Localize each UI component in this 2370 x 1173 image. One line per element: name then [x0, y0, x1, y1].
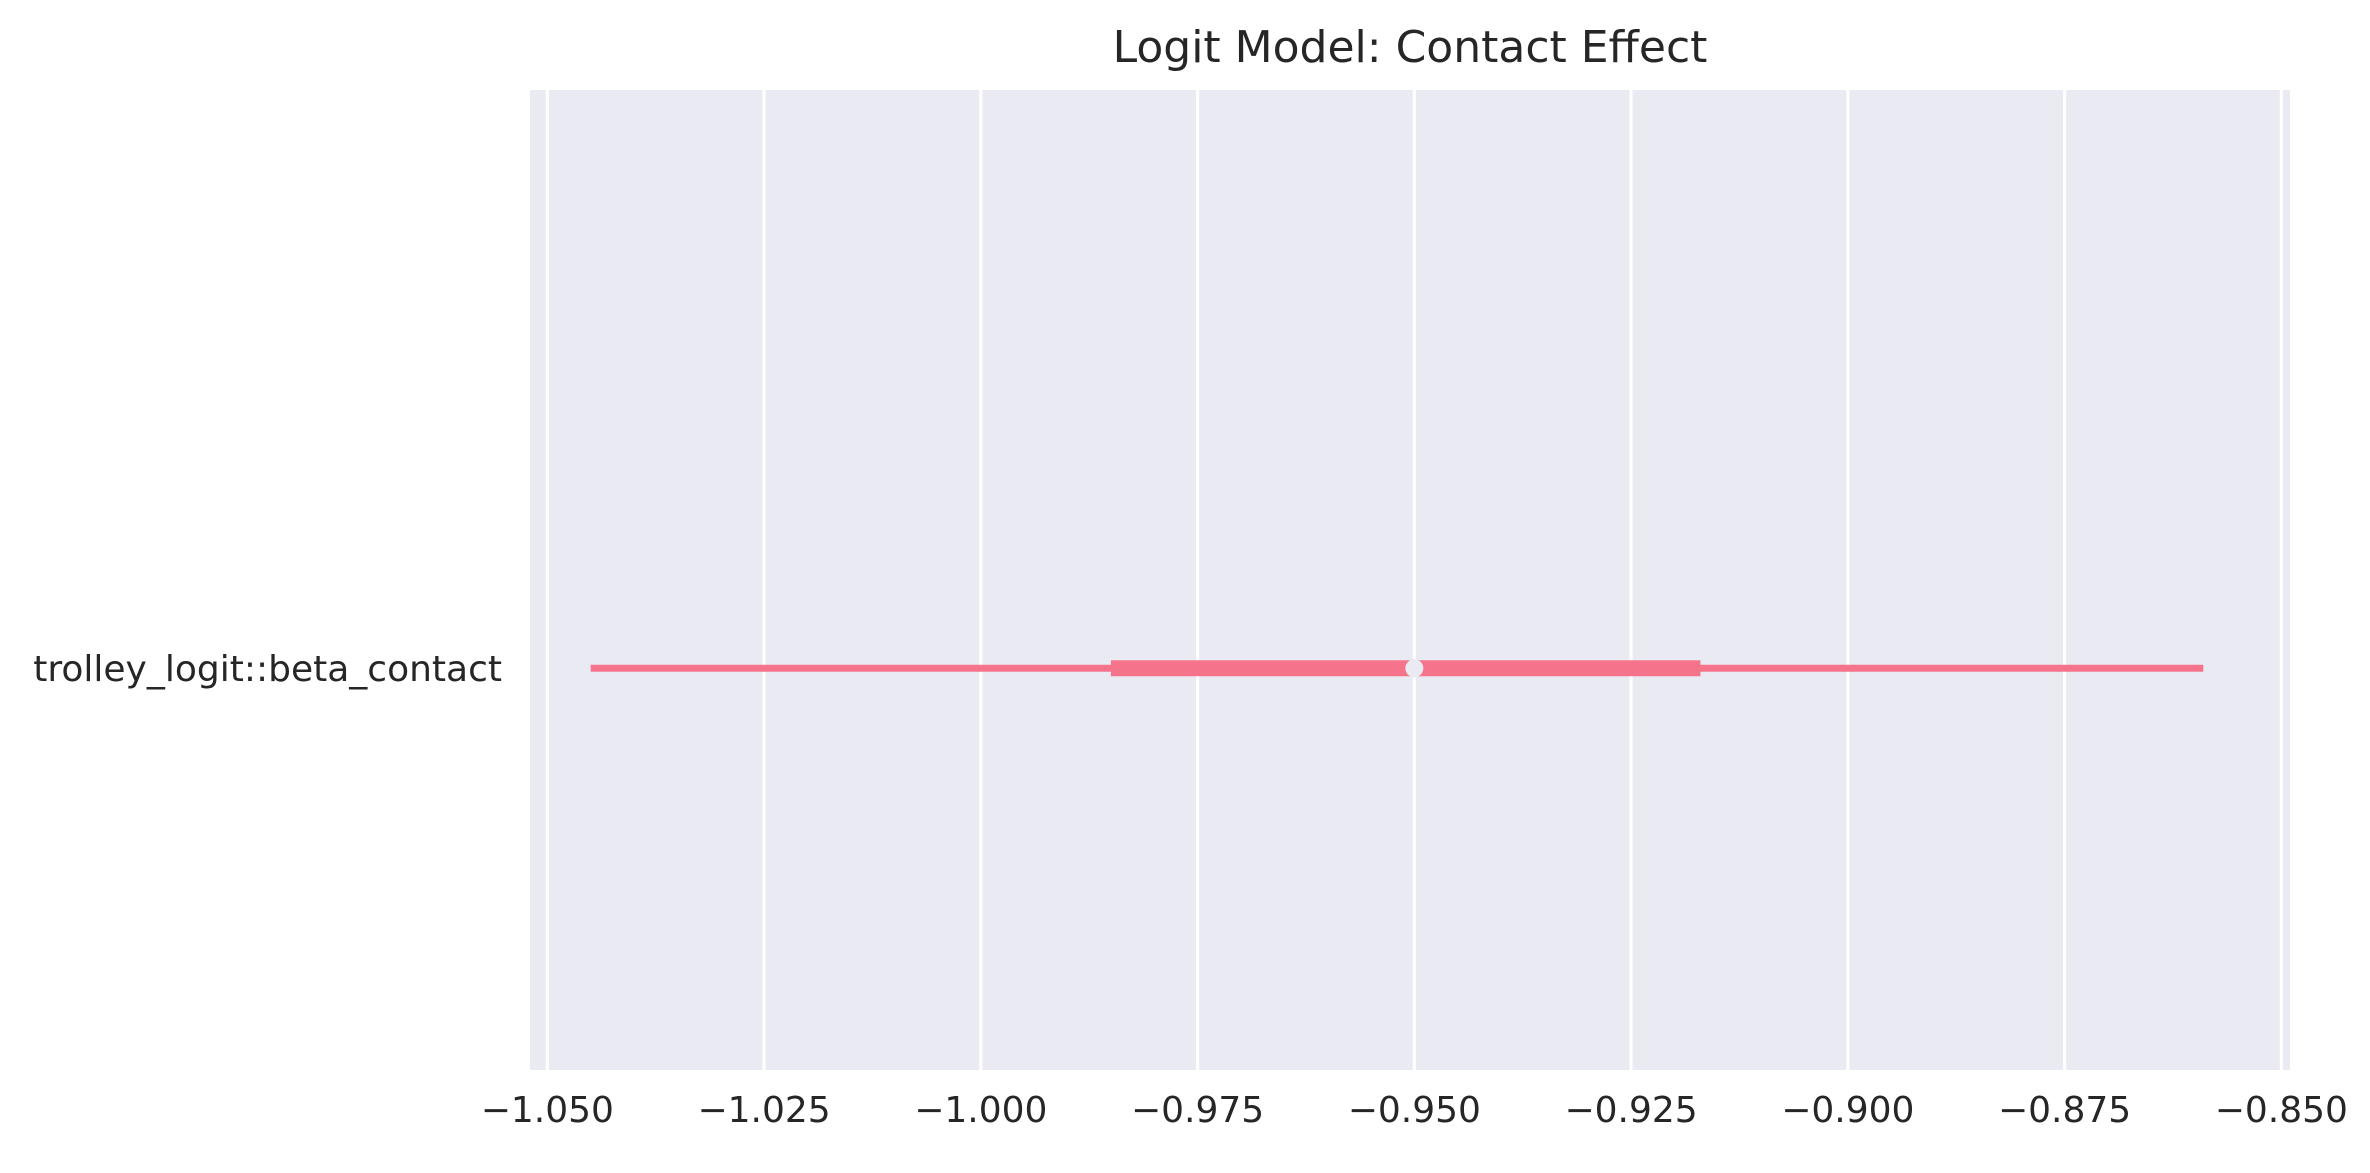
point-estimate: [1405, 659, 1424, 678]
x-tick-label: −0.975: [1131, 1090, 1264, 1131]
x-tick-label: −1.025: [697, 1090, 830, 1131]
row-label: trolley_logit::beta_contact: [33, 649, 502, 690]
x-tick-label: −0.900: [1781, 1090, 1914, 1131]
chart-title: Logit Model: Contact Effect: [1113, 22, 1708, 73]
forest-row: trolley_logit::beta_contact: [33, 649, 2204, 690]
x-tick-label: −0.875: [1998, 1090, 2131, 1131]
x-tick-label: −1.050: [481, 1090, 614, 1131]
x-tick-label: −0.925: [1564, 1090, 1697, 1131]
x-tick-label: −0.950: [1348, 1090, 1481, 1131]
grid-lines: [545, 90, 2283, 1070]
plot-background: [530, 90, 2290, 1070]
x-tick-label: −0.850: [2215, 1090, 2348, 1131]
x-tick-label: −1.000: [914, 1090, 1047, 1131]
forest-rows: trolley_logit::beta_contact: [33, 649, 2204, 690]
x-axis-ticks: −1.050 −1.025 −1.000 −0.975 −0.950 −0.925 −0.9…: [481, 1090, 2348, 1131]
